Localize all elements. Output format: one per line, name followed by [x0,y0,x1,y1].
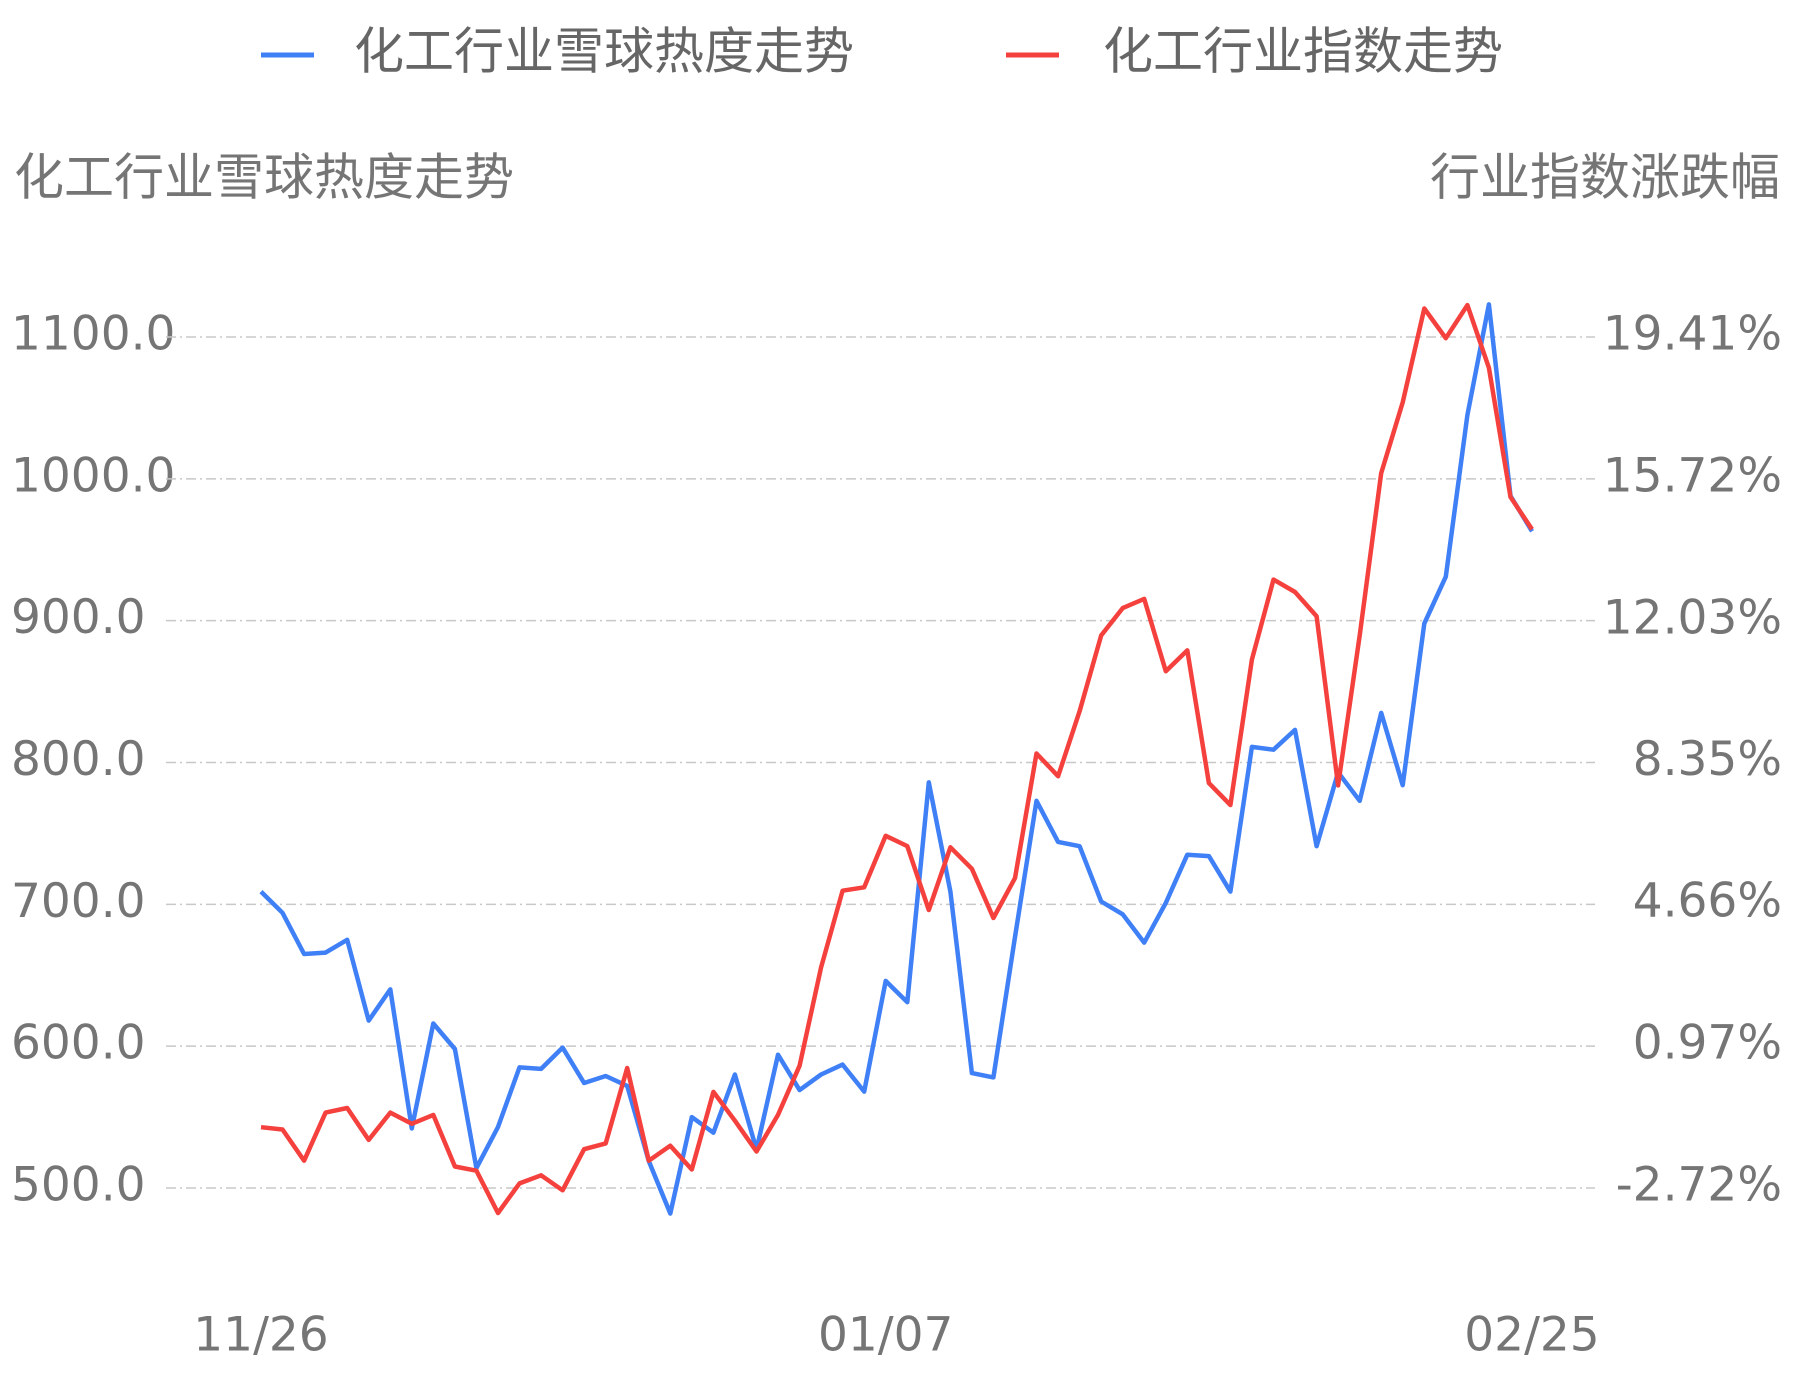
y2-tick-label: 19.41% [1603,307,1782,362]
y2-tick-label: 8.35% [1633,732,1782,787]
y-tick-label: 800.0 [11,732,146,787]
legend-label: 化工行业雪球热度走势 [354,23,854,81]
y2-tick-label: 0.97% [1633,1016,1782,1071]
y-tick-label: 700.0 [11,874,146,929]
x-tick-label: 02/25 [1464,1308,1599,1363]
y2-tick-label: 12.03% [1603,590,1782,645]
y-tick-label: 1100.0 [11,307,175,362]
y-tick-label: 1000.0 [11,448,175,503]
series-line [259,302,1534,1216]
x-tick-label: 01/07 [818,1308,953,1363]
y-tick-label: 900.0 [11,590,146,645]
legend-label: 化工行业指数走势 [1103,23,1503,81]
y2-axis-title: 行业指数涨跌幅 [1430,149,1780,207]
y-axis-title: 化工行业雪球热度走势 [14,149,514,207]
y2-tick-label: -2.72% [1616,1158,1782,1213]
y-tick-label: 500.0 [11,1158,146,1213]
x-tick-label: 11/26 [193,1308,328,1363]
series-line [260,302,1534,1216]
y2-tick-label: 15.72% [1603,448,1782,503]
y-tick-label: 600.0 [11,1016,146,1071]
y2-tick-label: 4.66% [1633,874,1782,929]
